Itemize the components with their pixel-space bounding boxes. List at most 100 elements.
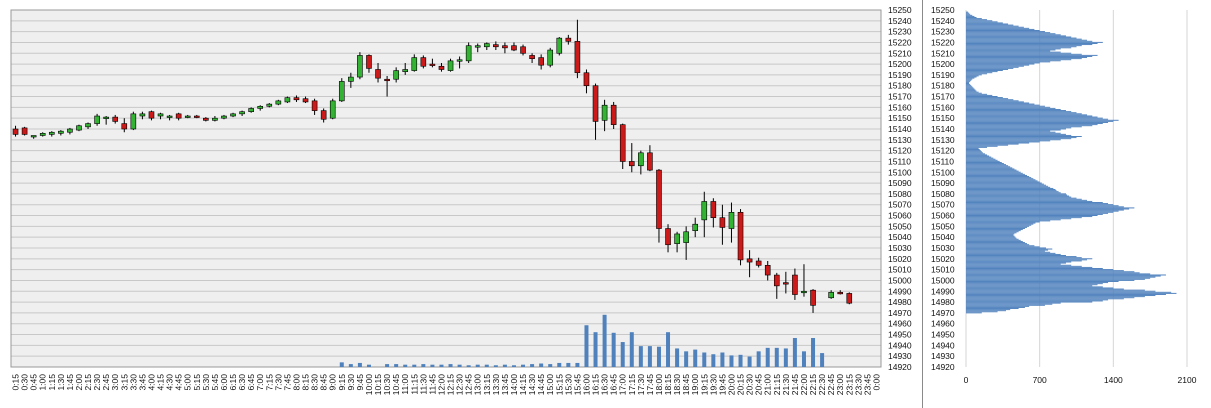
profile-bar: [966, 55, 1093, 57]
profile-bar: [966, 212, 1109, 214]
candle-body: [338, 81, 345, 102]
profile-y-tick-label: 14930: [931, 351, 955, 361]
candle-body: [474, 45, 481, 48]
profile-bar: [966, 45, 1082, 47]
x-tick-label: 23:30: [853, 374, 863, 396]
y-tick-label: 15210: [888, 48, 912, 58]
profile-bar: [966, 280, 1119, 282]
y-tick-label: 15050: [888, 221, 912, 231]
profile-bar: [966, 42, 1098, 44]
profile-bar: [966, 246, 1040, 248]
profile-y-tick-label: 15200: [931, 59, 955, 69]
profile-bar: [966, 217, 1082, 219]
x-tick-label: 18:00: [654, 374, 664, 396]
profile-bar: [966, 176, 1030, 178]
profile-y-tick-label: 15170: [931, 92, 955, 102]
candle-body: [710, 201, 717, 219]
profile-bar: [966, 50, 1051, 52]
candle-body: [465, 45, 472, 62]
candle-body: [348, 76, 354, 82]
profile-bar: [966, 48, 1061, 50]
profile-bar: [966, 159, 998, 161]
panel-divider: [922, 0, 923, 408]
profile-bar: [966, 136, 1082, 138]
candle-body: [148, 111, 155, 119]
y-tick-label: 14980: [888, 297, 912, 307]
y-tick-label: 15090: [888, 178, 912, 188]
volume-bar: [611, 332, 616, 367]
profile-bar: [966, 105, 1045, 107]
x-tick-label: 18:30: [672, 374, 682, 396]
profile-bar: [966, 251, 1051, 253]
profile-bar: [966, 92, 982, 94]
profile-bar: [966, 28, 1035, 30]
profile-bar: [966, 91, 979, 93]
volume-bar: [412, 364, 417, 367]
candle-body: [701, 201, 708, 221]
profile-bar: [966, 299, 1109, 301]
profile-bar: [966, 67, 1014, 69]
candle-body: [447, 60, 454, 71]
profile-bar: [966, 224, 1032, 226]
volume-bar: [566, 362, 571, 367]
x-tick-label: 7:30: [273, 374, 283, 391]
x-tick-label: 20:45: [754, 374, 764, 396]
profile-bar: [966, 303, 1053, 305]
profile-bar: [966, 203, 1109, 205]
volume-bar: [820, 353, 825, 367]
y-tick-label: 15070: [888, 200, 912, 210]
profile-x-tick-label: 1400: [1104, 375, 1123, 385]
profile-bar: [966, 138, 1072, 140]
volume-bar: [394, 364, 399, 367]
candle-body: [592, 85, 599, 122]
profile-bar: [966, 312, 982, 314]
profile-bar: [966, 233, 1015, 235]
profile-bar: [966, 185, 1049, 187]
x-tick-label: 12:00: [436, 374, 446, 396]
candle-body: [184, 115, 191, 118]
profile-bar: [966, 252, 1056, 254]
volume-bar: [702, 352, 707, 367]
profile-bar: [966, 94, 993, 96]
volume-bar: [783, 348, 788, 367]
profile-bar: [966, 174, 1028, 176]
x-tick-label: 8:30: [310, 374, 320, 391]
profile-bar: [966, 266, 1093, 268]
candle-body: [384, 78, 390, 82]
profile-bar: [966, 288, 1124, 290]
candle-body: [375, 69, 381, 79]
profile-bar: [966, 41, 1103, 43]
plot-frame: [10, 9, 882, 368]
candle-body: [393, 70, 399, 80]
profile-bar: [966, 163, 1004, 165]
profile-bar: [966, 114, 1088, 116]
profile-bar: [966, 244, 1030, 246]
volume-bar: [575, 362, 580, 367]
x-tick-label: 9:30: [346, 374, 356, 391]
profile-x-tick-label: 700: [1033, 375, 1047, 385]
profile-y-tick-label: 15010: [931, 265, 955, 275]
profile-y-tick-label: 14950: [931, 330, 955, 340]
candle-body: [737, 212, 744, 261]
candle-body: [103, 116, 109, 119]
profile-bar: [966, 150, 981, 152]
profile-bar: [966, 239, 1021, 241]
profile-bar: [966, 78, 973, 80]
candle-body: [647, 152, 653, 171]
volume-bar: [539, 363, 544, 367]
x-tick-label: 17:15: [627, 374, 637, 396]
profile-bar: [966, 291, 1172, 293]
x-tick-label: 10:30: [382, 374, 392, 396]
profile-bar: [966, 249, 1049, 251]
profile-bar: [966, 83, 970, 84]
profile-bar: [966, 152, 983, 154]
candle-body: [511, 45, 517, 51]
profile-bar: [966, 60, 1061, 62]
x-tick-label: 12:45: [464, 374, 474, 396]
candle-body: [601, 104, 608, 121]
volume-bar: [339, 362, 344, 367]
x-tick-label: 16:00: [581, 374, 591, 396]
x-tick-label: 2:30: [92, 374, 102, 391]
profile-bar: [966, 157, 994, 159]
y-tick-label: 15200: [888, 59, 912, 69]
